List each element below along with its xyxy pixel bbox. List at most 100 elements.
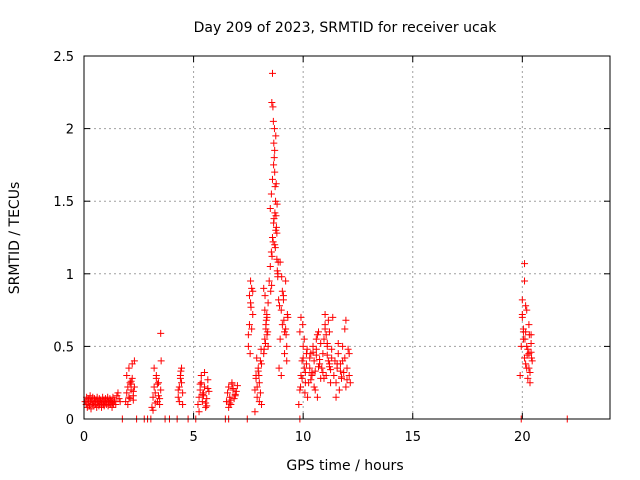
data-point: [524, 345, 532, 353]
data-point: [295, 400, 303, 408]
data-point: [151, 399, 159, 407]
data-point: [150, 364, 158, 372]
data-point: [124, 383, 132, 391]
data-point: [268, 234, 276, 241]
data-point: [246, 350, 254, 358]
data-point: [306, 364, 314, 372]
data-point: [306, 354, 314, 362]
data-point: [521, 260, 529, 268]
data-point: [346, 379, 354, 387]
data-point: [297, 371, 305, 379]
data-point: [344, 345, 352, 353]
data-point: [327, 366, 335, 374]
data-point: [263, 331, 271, 339]
data-point: [318, 364, 326, 372]
data-point: [329, 313, 337, 321]
data-point: [270, 125, 278, 133]
data-point: [279, 296, 287, 304]
data-point: [313, 331, 321, 339]
data-point: [264, 328, 272, 336]
data-point: [323, 339, 331, 347]
data-point: [526, 379, 534, 387]
data-point: [282, 277, 290, 285]
y-axis-label: SRMTID / TECUs: [7, 182, 23, 295]
data-point: [339, 357, 347, 365]
data-point: [335, 386, 343, 394]
data-point: [266, 263, 274, 271]
data-point: [268, 175, 276, 183]
data-point: [315, 363, 323, 371]
data-point: [261, 335, 269, 343]
data-point: [204, 385, 212, 393]
data-point: [233, 382, 241, 390]
data-point: [157, 357, 165, 365]
data-point: [226, 399, 234, 407]
data-point: [227, 396, 235, 404]
data-point: [231, 392, 239, 400]
data-point: [324, 316, 332, 324]
chart-title: Day 209 of 2023, SRMTID for receiver uca…: [194, 20, 498, 36]
data-point: [275, 302, 283, 310]
data-point: [174, 386, 182, 394]
data-point: [343, 376, 351, 384]
data-point: [149, 406, 157, 414]
data-point: [230, 395, 238, 403]
data-point: [201, 383, 209, 391]
data-point: [148, 403, 156, 411]
data-point: [271, 244, 279, 252]
x-tick-label: 0: [80, 430, 88, 445]
data-point: [263, 310, 271, 318]
data-point: [307, 376, 315, 384]
data-point: [244, 342, 252, 350]
data-point: [174, 393, 182, 401]
grid: [84, 56, 610, 419]
data-point: [195, 408, 203, 416]
data-point: [338, 373, 346, 381]
data-point: [201, 369, 209, 377]
data-point: [270, 215, 278, 223]
data-point: [179, 389, 187, 397]
data-point: [320, 374, 328, 382]
data-point: [178, 379, 186, 387]
data-point: [115, 395, 123, 403]
data-point: [258, 360, 266, 368]
data-point: [302, 360, 310, 368]
data-point: [308, 370, 316, 378]
data-point: [283, 310, 291, 318]
data-point: [342, 383, 350, 391]
data-point: [527, 339, 535, 347]
data-point: [112, 400, 120, 408]
data-point: [324, 357, 332, 365]
data-point: [253, 393, 261, 401]
data-point: [248, 284, 256, 292]
data-point: [272, 223, 280, 231]
data-point: [245, 321, 253, 329]
data-point: [522, 360, 530, 368]
data-point: [313, 393, 321, 401]
data-point: [255, 379, 263, 387]
data-point: [255, 398, 263, 406]
data-point: [271, 209, 279, 217]
data-point: [232, 387, 240, 395]
data-point: [273, 200, 281, 208]
data-point: [253, 354, 261, 362]
y-tick-label: 2: [66, 123, 74, 138]
data-point: [271, 183, 279, 191]
data-point: [254, 367, 262, 375]
data-point: [525, 364, 533, 372]
data-point: [155, 379, 163, 387]
data-point: [523, 351, 531, 359]
data-point: [255, 371, 263, 379]
data-point: [268, 69, 276, 77]
data-point: [270, 161, 278, 169]
data-point: [341, 325, 349, 333]
data-point: [247, 277, 255, 285]
data-point: [130, 383, 138, 391]
plot-frame: [83, 55, 611, 420]
data-point: [245, 292, 253, 300]
data-point: [203, 395, 211, 403]
data-point: [249, 287, 257, 295]
data-point: [248, 325, 256, 333]
data-point: [273, 255, 281, 263]
